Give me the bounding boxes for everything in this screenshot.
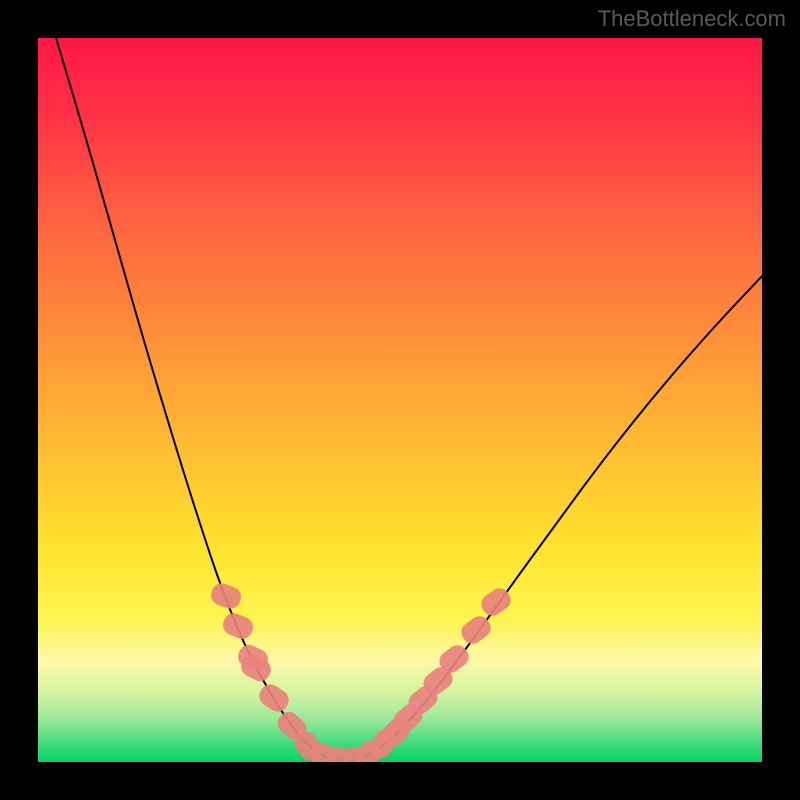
curve-marker [457,612,494,647]
curve-marker [477,584,514,619]
curve-marker [255,680,292,715]
marker-layer [38,38,762,762]
watermark-text: TheBottleneck.com [598,6,786,32]
plot-area [38,38,762,762]
curve-marker [220,610,256,642]
curve-marker [208,581,244,612]
